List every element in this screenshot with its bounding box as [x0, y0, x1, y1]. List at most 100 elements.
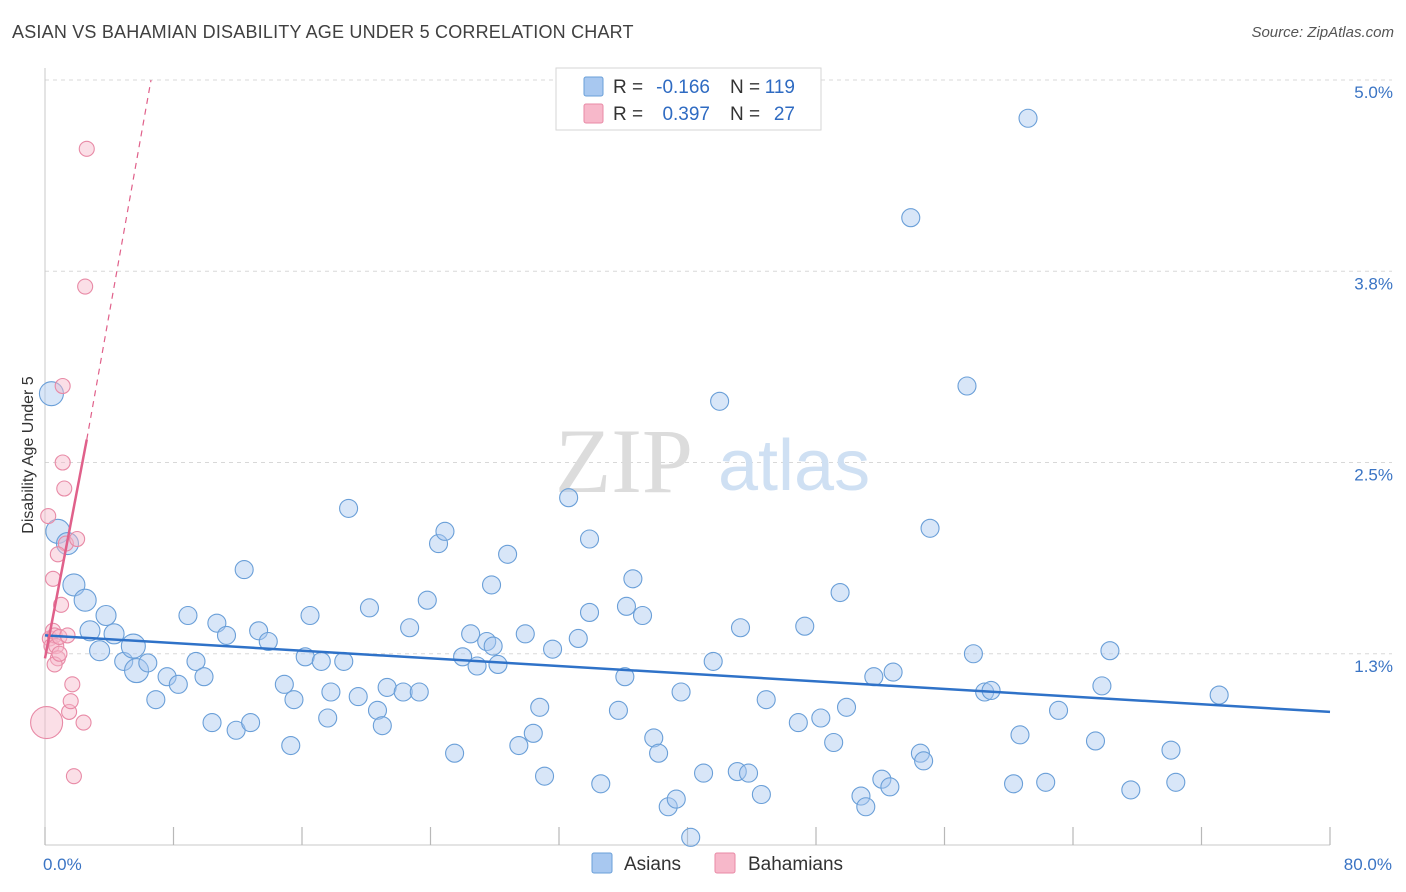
asian-point: [168, 674, 188, 694]
asian-point: [157, 667, 177, 687]
asian-point: [120, 633, 146, 659]
legend-n-value-asian: 119: [765, 77, 795, 98]
asian-point: [461, 624, 481, 644]
watermark-atlas: atlas: [718, 426, 870, 506]
asian-point: [318, 708, 338, 728]
y-tick-label: 5.0%: [1354, 83, 1393, 102]
asian-point: [703, 651, 723, 671]
asian-point: [608, 700, 628, 720]
asian-point: [1209, 685, 1229, 705]
asian-point: [1166, 772, 1186, 792]
asian-point: [417, 590, 437, 610]
asian-point: [194, 667, 214, 687]
asian-point: [281, 735, 301, 756]
asian-point: [372, 716, 392, 736]
asian-point: [901, 208, 921, 228]
asian-point: [730, 618, 751, 638]
asian-point: [883, 662, 903, 682]
asian-point: [591, 774, 611, 794]
legend-r-value-asian: -0.166: [656, 77, 710, 98]
asian-point: [1018, 108, 1038, 128]
asian-point: [1161, 740, 1181, 760]
asian-point: [788, 713, 808, 733]
bahamian-trend-extension: [86, 79, 152, 440]
y-tick-label: 2.5%: [1354, 466, 1393, 485]
asian-point: [824, 732, 844, 753]
asian-point: [483, 636, 503, 656]
trend-lines: [43, 79, 1331, 714]
asian-point: [348, 687, 368, 707]
asian-point: [274, 674, 294, 694]
x-tick-label: 80.0%: [1344, 855, 1392, 874]
asian-point: [738, 763, 759, 783]
legend-r-label-bahamian: R =: [613, 104, 643, 125]
asian-point: [751, 784, 771, 805]
bahamian-point: [77, 278, 94, 295]
asian-point: [1004, 774, 1024, 794]
asian-point: [530, 697, 550, 717]
asian-point: [186, 651, 206, 671]
asian-point: [1010, 725, 1030, 745]
asian-point: [481, 575, 502, 595]
asian-point: [666, 789, 686, 809]
asian-point: [515, 624, 535, 644]
asian-point: [95, 604, 117, 627]
asian-point: [658, 797, 678, 817]
asian-point: [649, 743, 669, 763]
asian-point: [138, 653, 158, 673]
asian-point: [509, 735, 529, 756]
asian-point: [241, 713, 261, 733]
asian-point: [334, 651, 354, 671]
tick-labels: 1.3% 2.5% 3.8% 5.0% 0.0% 80.0%: [43, 83, 1393, 874]
asian-point: [400, 618, 420, 638]
bahamian-point: [75, 714, 92, 731]
asian-point: [830, 582, 850, 603]
asian-point: [523, 723, 543, 743]
asian-point: [339, 498, 359, 518]
series-legend: Asians Bahamians: [591, 852, 843, 875]
bahamian-point: [64, 676, 81, 693]
asian-point: [79, 620, 101, 642]
bahamian-trend-line: [43, 439, 88, 659]
chart-title: ASIAN VS BAHAMIAN DISABILITY AGE UNDER 5…: [12, 22, 634, 42]
asian-point: [616, 596, 637, 616]
asian-point: [1092, 676, 1112, 696]
asian-point: [300, 605, 320, 626]
asian-point: [864, 667, 884, 687]
asian-point: [632, 605, 653, 626]
asian-point: [910, 743, 930, 763]
asian-point: [880, 777, 900, 797]
asian-point: [1100, 641, 1120, 661]
asian-point: [851, 786, 871, 806]
bahamian-point: [30, 706, 64, 740]
asian-point: [359, 598, 380, 618]
asian-point: [811, 708, 831, 728]
bahamian-point: [54, 377, 71, 395]
asian-point: [579, 529, 600, 549]
bahamian-point: [62, 693, 79, 710]
bahamian-point: [56, 480, 73, 497]
asian-point: [914, 751, 934, 771]
asian-point: [1036, 772, 1056, 792]
asian-point: [284, 690, 304, 710]
asian-point: [644, 728, 664, 748]
asian-point: [445, 743, 465, 763]
asian-point: [795, 616, 815, 636]
bottom-legend-swatch-asian: [591, 852, 613, 874]
asian-point: [202, 713, 222, 733]
asian-point: [488, 654, 508, 675]
bottom-legend-label-bahamian: Bahamians: [748, 854, 843, 875]
asian-point: [428, 534, 449, 554]
asian-point: [623, 569, 643, 589]
y-axis-title: Disability Age Under 5: [20, 376, 37, 534]
asian-point: [1121, 780, 1141, 800]
asian-point: [957, 376, 977, 396]
asian-point: [872, 769, 892, 789]
asian-point: [1085, 731, 1106, 751]
x-tick-label: 0.0%: [43, 855, 82, 874]
y-tick-label: 1.3%: [1354, 657, 1393, 676]
y-tick-label: 3.8%: [1354, 274, 1393, 293]
bahamian-point: [40, 507, 57, 525]
asian-points: [38, 108, 1229, 847]
